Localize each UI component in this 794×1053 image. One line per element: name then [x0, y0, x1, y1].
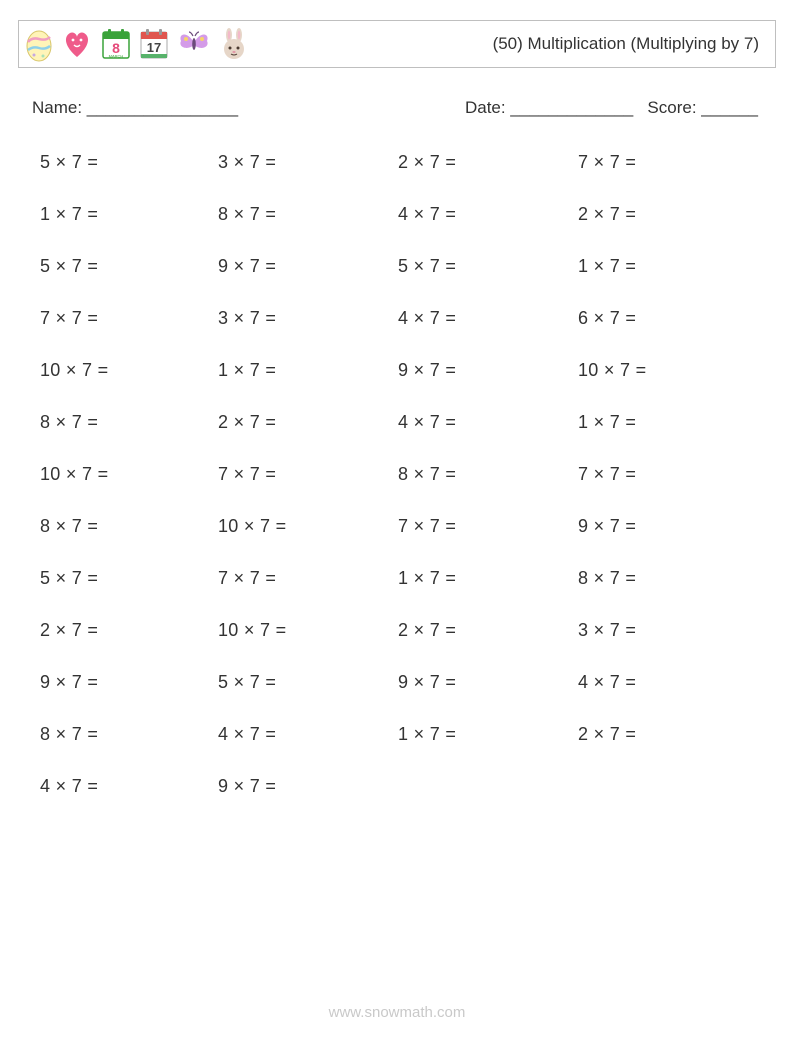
footer-watermark: www.snowmath.com	[0, 1004, 794, 1021]
problem-cell: 7 × 7 =	[218, 464, 398, 485]
problem-cell: 10 × 7 =	[40, 464, 218, 485]
problem-cell: 4 × 7 =	[578, 672, 758, 693]
problem-cell: 5 × 7 =	[40, 568, 218, 589]
problem-cell: 8 × 7 =	[578, 568, 758, 589]
problem-cell: 4 × 7 =	[398, 308, 578, 329]
problem-cell: 1 × 7 =	[578, 256, 758, 277]
problem-cell: 4 × 7 =	[218, 724, 398, 745]
problem-cell: 9 × 7 =	[218, 256, 398, 277]
problem-cell: 9 × 7 =	[398, 360, 578, 381]
problem-cell: 1 × 7 =	[398, 568, 578, 589]
problem-cell: 10 × 7 =	[218, 516, 398, 537]
problem-cell: 2 × 7 =	[398, 152, 578, 173]
problem-cell: 1 × 7 =	[578, 412, 758, 433]
problem-cell: 2 × 7 =	[398, 620, 578, 641]
problem-cell: 3 × 7 =	[578, 620, 758, 641]
problem-cell: 10 × 7 =	[578, 360, 758, 381]
problem-cell: 3 × 7 =	[218, 308, 398, 329]
problem-cell: 10 × 7 =	[40, 360, 218, 381]
problem-cell	[398, 776, 578, 797]
problem-cell: 1 × 7 =	[40, 204, 218, 225]
icon-strip: 8 MARCH 17	[25, 26, 249, 62]
date-score-fields: Date: _____________ Score: ______	[465, 98, 758, 118]
problem-cell: 8 × 7 =	[40, 724, 218, 745]
problem-cell: 8 × 7 =	[40, 412, 218, 433]
problem-cell: 1 × 7 =	[218, 360, 398, 381]
header-box: 8 MARCH 17	[18, 20, 776, 68]
heart-icon	[61, 29, 93, 59]
problem-cell: 7 × 7 =	[398, 516, 578, 537]
svg-text:17: 17	[147, 40, 161, 55]
worksheet-title: (50) Multiplication (Multiplying by 7)	[493, 34, 759, 54]
problem-cell: 7 × 7 =	[218, 568, 398, 589]
problem-cell: 5 × 7 =	[40, 152, 218, 173]
problem-cell: 2 × 7 =	[40, 620, 218, 641]
problem-cell: 7 × 7 =	[40, 308, 218, 329]
problem-cell: 10 × 7 =	[218, 620, 398, 641]
worksheet-page: 8 MARCH 17	[0, 0, 794, 797]
problem-cell: 5 × 7 =	[218, 672, 398, 693]
problem-cell: 9 × 7 =	[218, 776, 398, 797]
svg-text:MARCH: MARCH	[109, 54, 124, 59]
problem-cell: 2 × 7 =	[218, 412, 398, 433]
problem-cell: 4 × 7 =	[40, 776, 218, 797]
date-field: Date: _____________	[465, 98, 633, 117]
problem-cell: 8 × 7 =	[40, 516, 218, 537]
problem-grid: 5 × 7 =3 × 7 =2 × 7 =7 × 7 =1 × 7 =8 × 7…	[18, 152, 776, 797]
calendar-17-icon: 17	[139, 27, 169, 61]
easter-egg-icon	[25, 26, 53, 62]
butterfly-icon	[177, 29, 211, 59]
problem-cell: 8 × 7 =	[218, 204, 398, 225]
problem-cell: 7 × 7 =	[578, 464, 758, 485]
info-row: Name: ________________ Date: ___________…	[18, 98, 776, 118]
bunny-icon	[219, 27, 249, 61]
score-field: Score: ______	[647, 98, 758, 117]
problem-cell	[578, 776, 758, 797]
problem-cell: 2 × 7 =	[578, 724, 758, 745]
problem-cell: 4 × 7 =	[398, 412, 578, 433]
problem-cell: 2 × 7 =	[578, 204, 758, 225]
problem-cell: 4 × 7 =	[398, 204, 578, 225]
problem-cell: 9 × 7 =	[578, 516, 758, 537]
problem-cell: 6 × 7 =	[578, 308, 758, 329]
problem-cell: 5 × 7 =	[40, 256, 218, 277]
problem-cell: 8 × 7 =	[398, 464, 578, 485]
problem-cell: 7 × 7 =	[578, 152, 758, 173]
problem-cell: 3 × 7 =	[218, 152, 398, 173]
problem-cell: 9 × 7 =	[40, 672, 218, 693]
name-field: Name: ________________	[32, 98, 238, 118]
calendar-8-icon: 8 MARCH	[101, 27, 131, 61]
problem-cell: 9 × 7 =	[398, 672, 578, 693]
problem-cell: 1 × 7 =	[398, 724, 578, 745]
problem-cell: 5 × 7 =	[398, 256, 578, 277]
